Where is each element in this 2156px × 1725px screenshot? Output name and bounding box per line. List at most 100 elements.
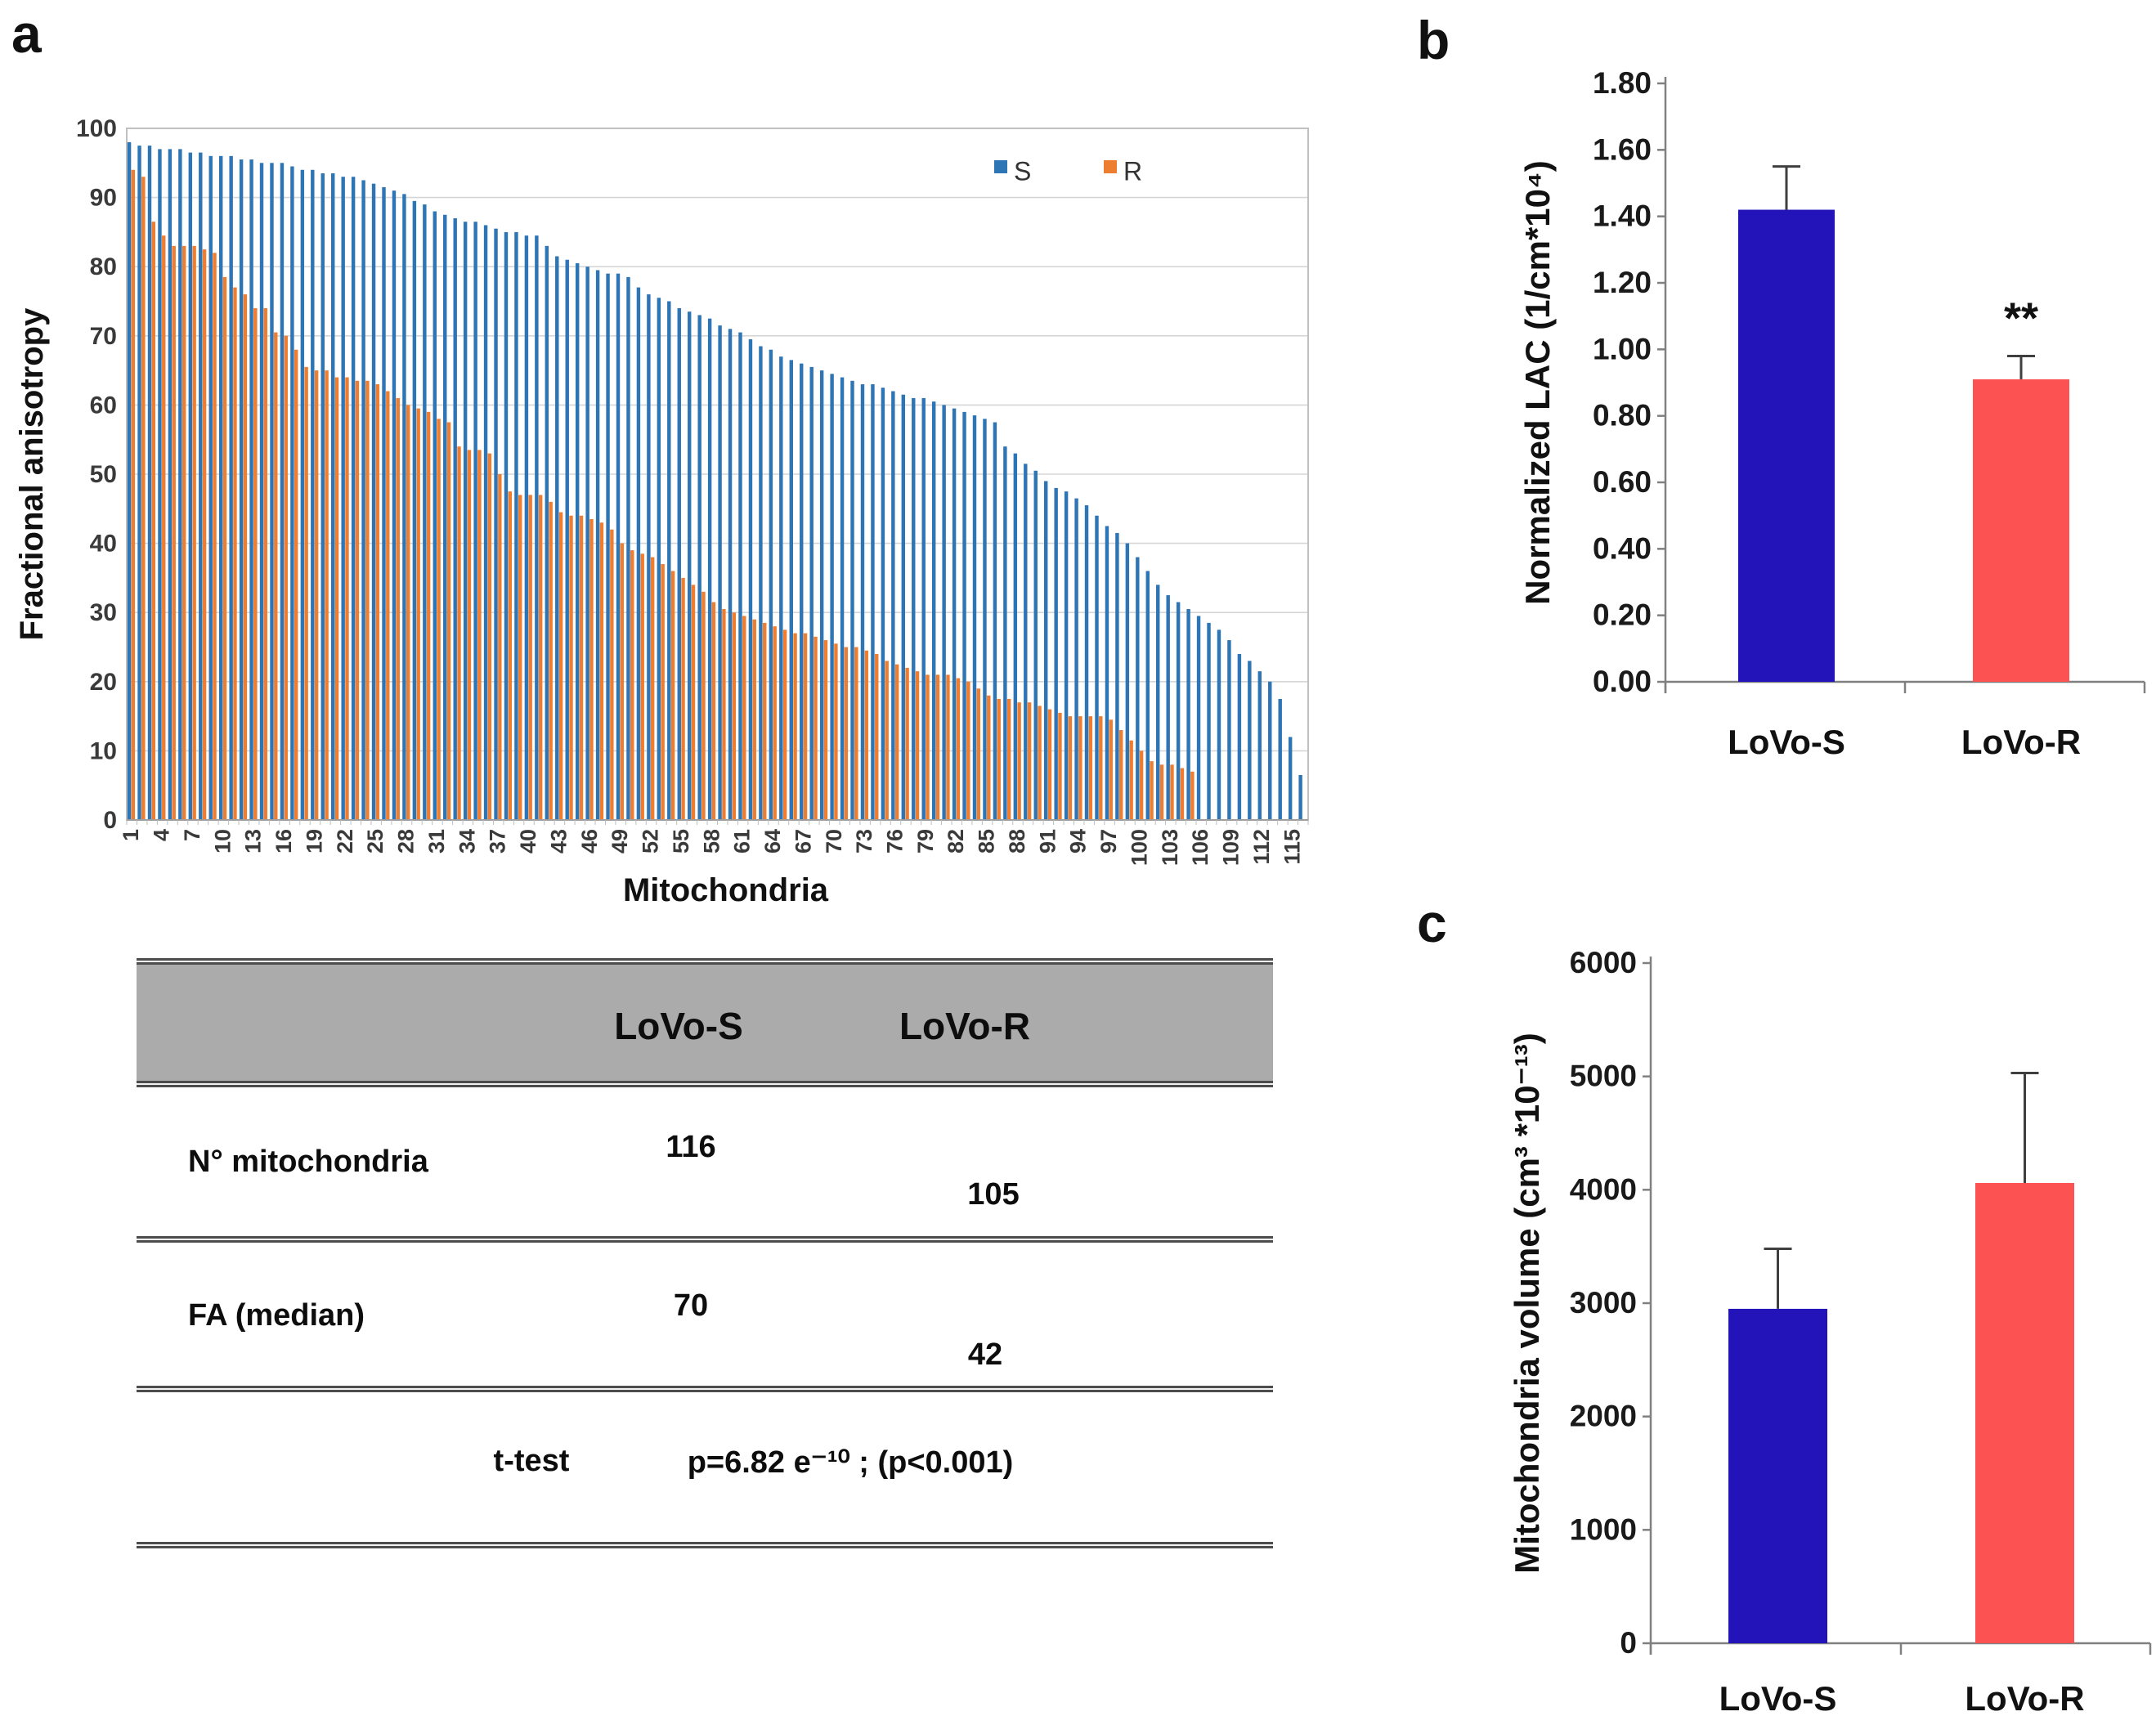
x-tick-label: 82 bbox=[944, 829, 968, 854]
r-bar bbox=[446, 422, 451, 820]
r-bar bbox=[182, 245, 186, 820]
x-tick-label: 10 bbox=[210, 829, 235, 854]
y-tick-label: 3000 bbox=[1570, 1286, 1637, 1320]
r-bar bbox=[773, 626, 777, 820]
r-bar bbox=[538, 495, 543, 820]
s-bar bbox=[463, 222, 468, 821]
s-bar bbox=[280, 163, 285, 821]
s-bar bbox=[412, 200, 417, 820]
y-tick-label: 1000 bbox=[1570, 1512, 1637, 1546]
r-bar bbox=[558, 512, 563, 820]
s-bar bbox=[1024, 464, 1028, 820]
s-bar bbox=[483, 225, 488, 820]
r-bar bbox=[284, 335, 288, 820]
s-bar bbox=[1227, 640, 1231, 820]
r-bar bbox=[549, 501, 553, 820]
x-tick-label: 73 bbox=[852, 829, 876, 854]
x-tick-label: 55 bbox=[669, 829, 693, 854]
r-bar bbox=[732, 612, 737, 820]
s-bar bbox=[688, 311, 692, 820]
x-tick-label: 28 bbox=[394, 829, 419, 854]
category-label-lovo-r: LoVo-R bbox=[1965, 1679, 2084, 1718]
r-bar bbox=[1027, 702, 1032, 820]
s-bar bbox=[636, 287, 641, 821]
y-tick-label: 50 bbox=[90, 461, 117, 488]
s-bar bbox=[1084, 505, 1089, 820]
y-tick-label: 0 bbox=[1620, 1626, 1637, 1660]
r-bar bbox=[172, 245, 176, 820]
r-bar bbox=[976, 688, 981, 820]
s-bar bbox=[728, 329, 733, 821]
r-bar bbox=[386, 391, 390, 821]
r-bar bbox=[416, 408, 420, 820]
s-bar bbox=[993, 422, 997, 820]
r-bar bbox=[222, 276, 227, 820]
x-tick-label: 40 bbox=[516, 829, 540, 854]
table-rule bbox=[137, 958, 1273, 965]
s-bar bbox=[667, 301, 671, 820]
table-cell-fa-median-s: 70 bbox=[673, 1288, 709, 1323]
r-bar bbox=[834, 643, 838, 820]
x-tick-label: 49 bbox=[607, 829, 632, 854]
r-bar bbox=[294, 349, 298, 821]
s-bar bbox=[565, 259, 569, 820]
x-tick-label: 25 bbox=[363, 829, 388, 854]
s-bar bbox=[1003, 446, 1007, 820]
r-bar bbox=[437, 419, 441, 820]
x-tick-label: 16 bbox=[271, 829, 296, 854]
panel-c-label: c bbox=[1417, 893, 1447, 953]
s-bar bbox=[1136, 557, 1140, 820]
s-bar bbox=[647, 294, 651, 820]
s-bar bbox=[769, 349, 773, 821]
r-bar bbox=[1099, 716, 1103, 820]
x-tick-label: 13 bbox=[241, 829, 266, 854]
s-bar bbox=[850, 380, 854, 820]
y-tick-label: 0.40 bbox=[1593, 531, 1652, 565]
bar-lovo-r bbox=[1975, 1183, 2074, 1643]
r-bar bbox=[1170, 764, 1174, 820]
s-bar bbox=[188, 152, 193, 821]
s-bar bbox=[371, 183, 376, 820]
x-axis-title: Mitochondria bbox=[623, 872, 829, 908]
s-bar bbox=[871, 384, 875, 820]
r-bar bbox=[213, 253, 217, 820]
y-tick-label: 30 bbox=[90, 599, 117, 626]
r-bar bbox=[701, 591, 706, 820]
r-bar bbox=[1006, 698, 1011, 820]
x-tick-label: 103 bbox=[1158, 829, 1182, 866]
legend-swatch-s bbox=[994, 160, 1007, 173]
r-bar bbox=[426, 411, 431, 820]
r-bar bbox=[956, 678, 961, 820]
r-bar bbox=[375, 384, 380, 820]
x-tick-label: 31 bbox=[424, 829, 449, 854]
s-bar bbox=[290, 166, 294, 820]
s-bar bbox=[748, 339, 753, 820]
y-axis-title: Normalized LAC (1/cm*10⁴) bbox=[1518, 160, 1557, 605]
r-bar bbox=[997, 698, 1001, 820]
r-bar bbox=[935, 674, 940, 820]
x-tick-label: 46 bbox=[577, 829, 602, 854]
s-bar bbox=[1298, 775, 1302, 820]
s-bar bbox=[1074, 498, 1078, 820]
s-bar bbox=[616, 273, 621, 820]
s-bar bbox=[677, 307, 681, 821]
s-bar bbox=[881, 388, 885, 820]
r-bar bbox=[528, 495, 532, 820]
s-bar bbox=[1207, 622, 1211, 820]
s-bar bbox=[657, 298, 661, 820]
s-bar bbox=[1033, 470, 1038, 820]
y-tick-label: 100 bbox=[76, 115, 117, 142]
r-bar bbox=[202, 249, 207, 820]
s-bar bbox=[249, 159, 253, 820]
s-bar bbox=[351, 177, 356, 821]
s-bar bbox=[259, 163, 264, 821]
s-bar bbox=[1156, 585, 1160, 820]
r-bar bbox=[722, 608, 726, 820]
s-bar bbox=[840, 377, 845, 820]
y-tick-label: 4000 bbox=[1570, 1172, 1637, 1206]
s-bar bbox=[952, 408, 957, 820]
x-tick-label: 70 bbox=[822, 829, 846, 854]
x-tick-label: 76 bbox=[882, 829, 907, 854]
significance-marker: ** bbox=[2004, 293, 2038, 343]
